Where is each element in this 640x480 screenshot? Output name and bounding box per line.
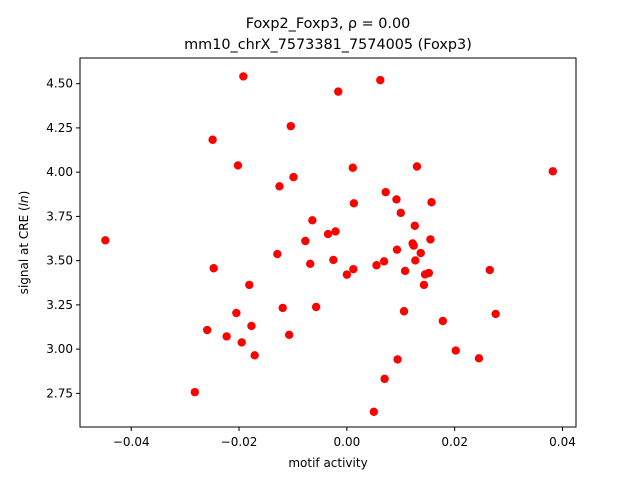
data-point: [233, 161, 243, 170]
data-point: [306, 259, 315, 269]
y-axis: 2.75 3.00 3.25 3.50 3.75 4.00 4.25 4.50: [46, 77, 80, 400]
data-point: [101, 236, 110, 245]
data-point: [250, 351, 259, 360]
data-point: [286, 121, 295, 131]
data-point: [323, 229, 333, 239]
data-point: [278, 303, 287, 313]
x-axis: −0.04 −0.02 0.00 0.02 0.04: [113, 427, 576, 449]
data-point: [400, 266, 410, 276]
data-point: [301, 236, 310, 246]
data-point: [426, 235, 435, 244]
data-point: [237, 338, 246, 347]
data-point: [396, 208, 405, 218]
data-point: [245, 280, 254, 290]
data-point: [372, 261, 381, 270]
y-tick-label: 3.75: [46, 209, 73, 223]
data-point: [379, 257, 389, 266]
y-tick-label: 4.00: [46, 165, 73, 179]
data-point: [329, 255, 338, 265]
data-point: [427, 198, 436, 207]
data-point: [203, 325, 212, 335]
data-point: [392, 195, 401, 204]
data-point: [247, 321, 256, 331]
data-point: [190, 387, 200, 397]
data-point: [348, 163, 357, 172]
data-point: [239, 72, 248, 81]
x-tick-label: −0.02: [221, 435, 258, 449]
y-tick-label: 3.25: [46, 298, 73, 312]
data-point: [419, 280, 429, 290]
data-point: [474, 354, 484, 363]
plot-area: [101, 72, 558, 416]
data-point: [409, 241, 418, 250]
x-tick-label: 0.00: [334, 435, 361, 449]
data-point: [485, 265, 494, 275]
data-point: [411, 256, 420, 265]
data-point: [438, 316, 448, 326]
y-axis-label-italic: ln: [17, 195, 31, 206]
data-point: [369, 407, 379, 416]
data-point: [393, 355, 402, 364]
data-point: [399, 307, 409, 316]
y-tick-label: 2.75: [46, 386, 73, 400]
chart-title-line-2: mm10_chrX_7573381_7574005 (Foxp3): [184, 37, 472, 53]
data-point: [424, 268, 434, 278]
data-point: [331, 227, 340, 236]
x-axis-label: motif activity: [288, 456, 367, 470]
chart-title-line-1: Foxp2_Foxp3, ρ = 0.00: [246, 16, 411, 32]
data-point: [491, 309, 500, 319]
data-point: [232, 308, 241, 318]
data-point: [273, 249, 282, 259]
y-axis-label-suffix: ): [17, 191, 31, 196]
data-point: [349, 264, 358, 274]
data-point: [311, 302, 321, 312]
data-point: [376, 75, 385, 85]
x-tick-label: 0.04: [549, 435, 576, 449]
data-point: [349, 199, 359, 208]
data-point: [451, 346, 460, 355]
data-point: [548, 167, 558, 176]
y-tick-label: 4.25: [46, 121, 73, 135]
data-point: [410, 221, 419, 230]
data-point: [209, 264, 218, 273]
y-tick-label: 4.50: [46, 77, 73, 91]
data-point: [334, 87, 343, 96]
axes-frame: [79, 57, 577, 428]
data-point: [380, 374, 389, 384]
data-point: [284, 330, 294, 339]
data-point: [392, 245, 402, 254]
data-point: [208, 135, 217, 144]
data-point: [381, 187, 390, 197]
x-tick-label: −0.04: [113, 435, 150, 449]
data-point: [416, 248, 425, 258]
data-point: [275, 182, 284, 191]
y-tick-label: 3.50: [46, 254, 73, 268]
data-point: [308, 216, 317, 225]
data-point: [289, 172, 298, 182]
y-axis-label-prefix: signal at CRE (: [17, 206, 31, 294]
y-axis-label: signal at CRE (ln): [17, 191, 31, 295]
x-tick-label: 0.02: [441, 435, 468, 449]
data-point: [342, 270, 352, 279]
data-point: [222, 332, 231, 341]
y-tick-label: 3.00: [46, 342, 73, 356]
data-point: [412, 162, 422, 171]
